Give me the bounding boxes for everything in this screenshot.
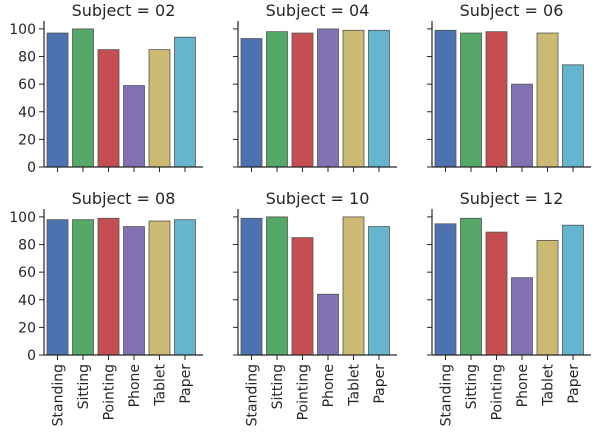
bar-tablet bbox=[342, 216, 365, 356]
y-tick-label: 40 bbox=[18, 293, 36, 309]
x-tick-label: Standing bbox=[245, 364, 261, 426]
bar-tablet bbox=[536, 32, 559, 168]
panel-title: Subject = 02 bbox=[72, 1, 176, 20]
bar-pointing bbox=[97, 217, 120, 356]
y-tick-label: 0 bbox=[27, 160, 36, 176]
panel-1: Subject = 02 0 20 40 60 80 100 bbox=[9, 1, 203, 176]
x-tick-label: Sitting bbox=[464, 364, 480, 409]
y-tick-label: 100 bbox=[9, 210, 36, 226]
bar-standing bbox=[240, 217, 263, 356]
bar-paper bbox=[368, 226, 390, 356]
x-tick-label: Tablet bbox=[541, 364, 557, 407]
y-tick-label: 40 bbox=[18, 105, 36, 121]
bar-tablet bbox=[148, 49, 171, 168]
y-tick-label: 100 bbox=[9, 22, 36, 38]
x-tick-label: Pointing bbox=[102, 364, 118, 420]
bar-standing bbox=[46, 32, 69, 168]
x-tick-label: Pointing bbox=[296, 364, 312, 420]
x-tick-label: Tablet bbox=[153, 364, 169, 407]
bar-sitting bbox=[266, 216, 288, 356]
x-tick-label: Standing bbox=[51, 364, 67, 426]
bar-tablet bbox=[148, 220, 171, 356]
panel-2: Subject = 04 bbox=[233, 1, 397, 172]
x-tick-label: Phone bbox=[321, 364, 337, 407]
y-tick-label: 80 bbox=[18, 238, 36, 254]
x-tick-label: Phone bbox=[515, 364, 531, 407]
x-tick-label: Sitting bbox=[270, 364, 286, 409]
bar-paper bbox=[562, 224, 584, 356]
bar-sitting bbox=[72, 219, 94, 356]
x-tick-label: Paper bbox=[178, 364, 194, 404]
panel-title: Subject = 04 bbox=[266, 1, 370, 20]
bar-standing bbox=[46, 219, 69, 356]
bar-pointing bbox=[485, 231, 508, 356]
y-tick-label: 20 bbox=[18, 320, 36, 336]
x-tick-label: Sitting bbox=[76, 364, 92, 409]
panel-title: Subject = 08 bbox=[72, 189, 176, 208]
panel-5: Subject = 10 Standing Sitting Pointing Phone… bbox=[233, 189, 397, 426]
bar-paper bbox=[562, 64, 584, 168]
bar-paper bbox=[174, 36, 196, 168]
bar-sitting bbox=[460, 217, 482, 356]
bar-phone bbox=[123, 85, 145, 168]
bar-standing bbox=[434, 223, 457, 356]
x-tick-label: Phone bbox=[127, 364, 143, 407]
panel-title: Subject = 06 bbox=[460, 1, 564, 20]
bar-pointing bbox=[485, 31, 508, 168]
y-tick-label: 20 bbox=[18, 132, 36, 148]
bar-paper bbox=[174, 219, 196, 356]
bar-pointing bbox=[97, 49, 120, 168]
x-tick-label: Tablet bbox=[347, 364, 363, 407]
bar-sitting bbox=[266, 31, 288, 168]
bar-phone bbox=[317, 28, 339, 168]
bar-paper bbox=[368, 29, 390, 168]
y-tick-label: 0 bbox=[27, 348, 36, 364]
bar-pointing bbox=[291, 237, 314, 356]
panel-3: Subject = 06 bbox=[427, 1, 591, 172]
panel-4: Subject = 08 Standing Sitting Pointing Phone… bbox=[9, 189, 203, 426]
y-tick-label: 60 bbox=[18, 77, 36, 93]
bar-pointing bbox=[291, 32, 314, 168]
bar-phone bbox=[123, 226, 145, 356]
bar-standing bbox=[434, 29, 457, 168]
bar-phone bbox=[511, 83, 533, 168]
bar-sitting bbox=[72, 28, 94, 168]
y-tick-label: 80 bbox=[18, 50, 36, 66]
bar-phone bbox=[511, 277, 533, 356]
x-tick-label: Paper bbox=[372, 364, 388, 404]
x-tick-label: Pointing bbox=[490, 364, 506, 420]
bar-tablet bbox=[342, 29, 365, 168]
x-tick-label: Standing bbox=[439, 364, 455, 426]
x-tick-label: Paper bbox=[566, 364, 582, 404]
panel-title: Subject = 12 bbox=[460, 189, 564, 208]
y-tick-label: 60 bbox=[18, 265, 36, 281]
bar-tablet bbox=[536, 239, 559, 356]
panel-6: Subject = 12 Standing Sitting Pointing Phone… bbox=[427, 189, 591, 426]
panel-title: Subject = 10 bbox=[266, 189, 370, 208]
bar-phone bbox=[317, 293, 339, 356]
bar-standing bbox=[240, 38, 263, 168]
bar-sitting bbox=[460, 32, 482, 168]
